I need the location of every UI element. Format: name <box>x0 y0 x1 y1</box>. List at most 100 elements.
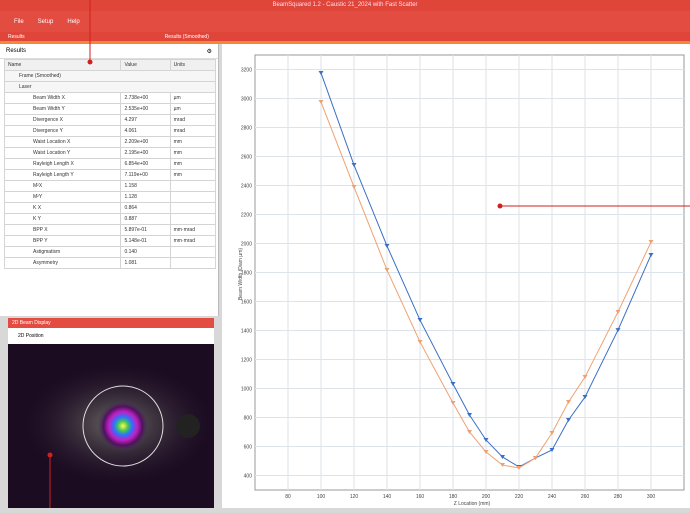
result-name: M²X <box>3 180 122 192</box>
x-tick-label: 260 <box>581 494 590 500</box>
data-point <box>566 417 571 422</box>
menu-bar: File Setup Help <box>0 11 690 32</box>
result-units: mm <box>169 136 217 148</box>
result-value: 5.148e-01 <box>120 235 171 247</box>
result-row: Beam Width X 2.738e+00 µm <box>3 92 217 104</box>
x-tick-label: 120 <box>350 494 359 500</box>
result-row: BPP X 5.897e-01 mm·mrad <box>3 224 217 236</box>
result-name: Rayleigh Length Y <box>3 169 122 181</box>
caustic-chart: Beam Width (Diam µm) Z Location (mm) 400… <box>222 44 690 508</box>
result-value: 2.209e+00 <box>120 136 171 148</box>
data-point <box>582 375 588 380</box>
result-value: 2.535e+00 <box>120 103 171 115</box>
menu-item[interactable]: File <box>14 18 24 25</box>
y-tick-label: 1400 <box>241 329 252 335</box>
beam-image <box>8 344 214 508</box>
data-point <box>467 413 472 418</box>
result-name: Divergence Y <box>3 125 122 137</box>
result-value: 0.864 <box>120 202 171 214</box>
data-point <box>318 99 324 104</box>
result-name: Beam Width Y <box>3 103 122 115</box>
x-tick-label: 200 <box>482 494 491 500</box>
settings-icon[interactable]: ⚙ <box>206 48 212 55</box>
beam-display-panel: 2D Beam Display 2D Position <box>8 318 214 508</box>
result-name: K X <box>3 202 122 214</box>
result-units <box>169 246 217 258</box>
data-point <box>648 252 654 257</box>
data-point <box>417 339 423 344</box>
data-point <box>483 450 489 455</box>
result-units <box>169 213 217 225</box>
result-row: Rayleigh Length Y 7.119e+00 mm <box>3 169 217 181</box>
result-value: 6.854e+00 <box>120 158 171 170</box>
result-row: M²X 1.158 <box>3 180 217 192</box>
data-point <box>351 184 357 189</box>
result-units: mrad <box>169 114 217 126</box>
y-tick-label: 3200 <box>241 68 252 74</box>
group-row: Laser <box>4 81 216 93</box>
results-dropdown[interactable]: Results <box>6 48 27 54</box>
result-units: mm <box>169 158 217 170</box>
data-point <box>516 465 522 470</box>
x-tick-label: 220 <box>515 494 524 500</box>
x-tick-label: 180 <box>449 494 458 500</box>
result-units: mm <box>169 169 217 181</box>
result-name: Waist Location Y <box>3 147 122 159</box>
result-value: 1.128 <box>120 191 171 203</box>
data-point <box>549 447 555 452</box>
result-units: mrad <box>169 125 217 137</box>
accent-line <box>0 41 690 44</box>
result-value: 5.897e-01 <box>120 224 171 236</box>
result-row: K Y 0.887 <box>3 213 217 225</box>
x-tick-label: 280 <box>614 494 623 500</box>
result-value: 4.297 <box>120 114 171 126</box>
result-units: mm <box>169 147 217 159</box>
data-point <box>417 318 423 323</box>
x-tick-label: 100 <box>317 494 326 500</box>
data-point <box>384 243 390 248</box>
results-panel: Results ⚙ Name Value Units Frame (Smooth… <box>0 44 219 316</box>
y-tick-label: 3000 <box>241 97 252 103</box>
data-point <box>450 401 456 405</box>
group-row: Frame (Smoothed) <box>4 70 216 82</box>
tab-bar: Results Results (Smoothed) <box>0 32 690 41</box>
y-tick-label: 2600 <box>241 155 252 161</box>
menu-item[interactable]: Setup <box>37 18 54 25</box>
y-tick-label: 2200 <box>241 213 252 219</box>
result-row: K X 0.864 <box>3 202 217 214</box>
x-tick-label: 240 <box>548 494 557 500</box>
result-units <box>169 202 217 214</box>
y-axis-label: Beam Width (Diam µm) <box>238 248 244 300</box>
result-row: Waist Location Y 2.195e+00 mm <box>3 147 217 159</box>
data-point <box>615 328 621 333</box>
result-name: Waist Location X <box>3 136 122 148</box>
result-units <box>169 257 217 269</box>
data-point <box>615 309 621 314</box>
result-name: K Y <box>3 213 122 225</box>
window-title: BeamSquared 1.2 - Caustic 21_2024 with F… <box>0 0 690 11</box>
data-point <box>450 382 456 387</box>
result-value: 1.081 <box>120 257 171 269</box>
result-value: 1.158 <box>120 180 171 192</box>
display-dropdown[interactable]: 2D Position <box>18 333 44 339</box>
column-header: Units <box>169 59 217 71</box>
data-point <box>500 463 505 468</box>
result-row: BPP Y 5.148e-01 mm·mrad <box>3 235 217 247</box>
result-units: µm <box>169 103 217 115</box>
x-tick-label: 140 <box>383 494 392 500</box>
result-units: mm·mrad <box>169 224 217 236</box>
x-tick-label: 160 <box>416 494 425 500</box>
result-row: M²Y 1.128 <box>3 191 217 203</box>
result-row: Astigmatism 0.140 <box>3 246 217 258</box>
data-point <box>582 395 588 400</box>
x-tick-label: 80 <box>285 494 291 500</box>
column-header: Name <box>3 59 122 71</box>
y-tick-label: 2800 <box>241 126 252 132</box>
menu-item[interactable]: Help <box>67 18 80 25</box>
tab[interactable]: Results <box>8 33 25 40</box>
tab[interactable]: Results (Smoothed) <box>164 33 209 40</box>
y-tick-label: 2000 <box>241 242 252 248</box>
y-tick-label: 1600 <box>241 300 252 306</box>
result-name: Rayleigh Length X <box>3 158 122 170</box>
